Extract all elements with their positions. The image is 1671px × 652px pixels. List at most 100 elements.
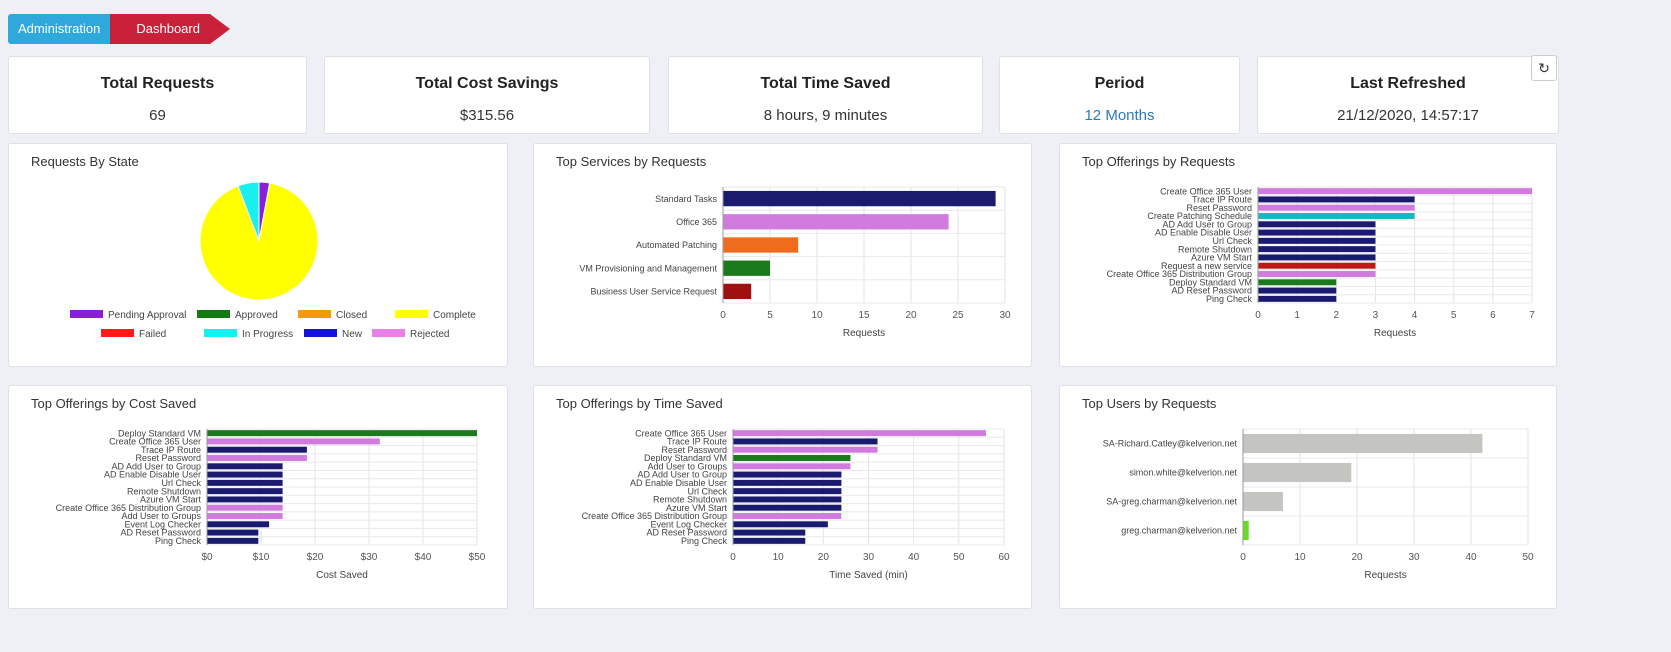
pie-slice: [237, 181, 260, 242]
bar: [207, 430, 477, 437]
category-label: Url Check: [687, 486, 727, 496]
bar: [1258, 213, 1415, 219]
refresh-button[interactable]: ↻: [1531, 55, 1557, 81]
bar: [207, 513, 283, 519]
requests-by-state-title: Requests By State: [31, 154, 139, 169]
total-time-saved-card: Total Time Saved 8 hours, 9 minutes: [668, 56, 983, 134]
x-tick-label: 50: [953, 552, 965, 563]
bar: [207, 455, 307, 461]
top-offerings-time-panel: Top Offerings by Time Saved 0 10 20 30 40 50 6…: [533, 385, 1032, 609]
x-tick-label: 10: [811, 310, 823, 321]
category-label: Trace IP Route: [1192, 195, 1252, 205]
bar: [1258, 254, 1376, 261]
x-tick-label: 5: [1451, 310, 1457, 321]
legend-label: In Progress: [242, 329, 293, 340]
legend-label: New: [342, 329, 363, 340]
x-tick-label: 0: [730, 552, 736, 563]
bar: [1243, 462, 1352, 483]
category-label: Deploy Standard VM: [1169, 277, 1252, 287]
legend-label: Complete: [433, 310, 476, 321]
legend-swatch: [70, 310, 103, 318]
bar: [733, 537, 806, 544]
total-requests-card: Total Requests 69: [8, 56, 307, 134]
x-tick-label: 3: [1373, 310, 1379, 321]
category-label: greg.charman@kelverion.net: [1121, 526, 1237, 536]
category-label: Reset Password: [1186, 203, 1252, 213]
last-refreshed-label: Last Refreshed: [1350, 75, 1466, 92]
x-tick-label: 25: [952, 310, 964, 321]
requests-by-state-chart: Pending Approval Approved Closed Complete Fa…: [70, 181, 476, 340]
category-label: Remote Shutdown: [653, 495, 727, 505]
category-label: Office 365: [676, 217, 717, 227]
pie-slice: [199, 182, 319, 301]
top-users-requests-panel: Top Users by Requests 0 10 20 30 40 50 SA-Rich…: [1059, 385, 1557, 609]
top-services-requests-panel: Top Services by Requests 0 5 10 15 20 25 30 Sta…: [533, 143, 1032, 367]
total-cost-savings-label: Total Cost Savings: [415, 75, 559, 92]
bar: [1258, 188, 1532, 195]
breadcrumb: Administration Dashboard: [8, 14, 230, 44]
legend-swatch: [304, 329, 337, 337]
top-offerings-requests-panel: Top Offerings by Requests 0 1 2 3 4 5 6 7 Create…: [1059, 143, 1557, 367]
bar: [1258, 287, 1337, 294]
bar: [733, 496, 842, 503]
bar: [1243, 520, 1249, 541]
bar: [207, 521, 270, 528]
bar: [723, 214, 949, 230]
period-label: Period: [1094, 75, 1145, 92]
x-axis-label: Cost Saved: [316, 570, 368, 581]
x-tick-label: 7: [1529, 310, 1535, 321]
bar: [1258, 279, 1337, 286]
bar: [733, 471, 842, 478]
category-label: Event Log Checker: [124, 519, 201, 529]
bar: [733, 455, 851, 461]
bar: [1258, 204, 1415, 211]
bar: [723, 283, 752, 300]
category-label: Business User Service Request: [590, 287, 717, 297]
category-label: SA-greg.charman@kelverion.net: [1106, 497, 1237, 507]
category-label: Deploy Standard VM: [644, 453, 727, 463]
bar: [207, 504, 283, 511]
x-tick-label: 30: [999, 310, 1011, 321]
category-label: Create Office 365 Distribution Group: [582, 511, 727, 521]
bar: [1243, 433, 1483, 454]
legend-swatch: [204, 329, 237, 337]
x-axis-label: Requests: [1374, 328, 1416, 339]
category-label: Reset Password: [661, 445, 727, 455]
period-link[interactable]: 12 Months: [1084, 107, 1155, 124]
breadcrumb-administration[interactable]: Administration: [8, 14, 121, 44]
category-label: AD Reset Password: [1171, 286, 1252, 296]
bar: [723, 260, 770, 276]
category-label: Trace IP Route: [667, 437, 727, 447]
total-cost-savings-value: $315.56: [459, 107, 515, 124]
bar: [1258, 262, 1376, 269]
x-tick-label: $0: [201, 552, 213, 563]
x-tick-label: 60: [998, 552, 1010, 563]
bar: [1258, 295, 1337, 302]
top-services-requests-title: Top Services by Requests: [556, 154, 707, 169]
bar: [1258, 221, 1376, 228]
category-label: AD Enable Disable User: [630, 478, 727, 488]
top-services-requests-chart: 0 5 10 15 20 25 30 Standard Tasks Office 365 Auto…: [579, 186, 1011, 339]
category-label: Url Check: [161, 478, 201, 488]
bar: [733, 430, 986, 437]
bar: [1243, 491, 1283, 512]
category-label: Azure VM Start: [140, 495, 202, 505]
category-label: Url Check: [1212, 236, 1252, 246]
x-tick-label: 40: [1465, 552, 1477, 563]
x-tick-label: $30: [361, 552, 378, 563]
category-label: Azure VM Start: [1191, 253, 1253, 263]
x-tick-label: $10: [253, 552, 270, 563]
x-tick-label: 30: [863, 552, 875, 563]
category-label: AD Add User to Group: [111, 461, 201, 471]
category-label: AD Reset Password: [120, 528, 201, 538]
category-label: Create Office 365 User: [635, 428, 727, 438]
x-tick-label: 1: [1294, 310, 1300, 321]
bar: [1258, 271, 1376, 277]
bar: [733, 463, 851, 470]
bar: [733, 529, 806, 536]
legend-label: Approved: [235, 310, 278, 321]
x-tick-label: $20: [307, 552, 324, 563]
top-offerings-time-title: Top Offerings by Time Saved: [556, 396, 723, 411]
category-label: VM Provisioning and Management: [579, 263, 717, 273]
breadcrumb-dashboard[interactable]: Dashboard: [110, 14, 230, 44]
